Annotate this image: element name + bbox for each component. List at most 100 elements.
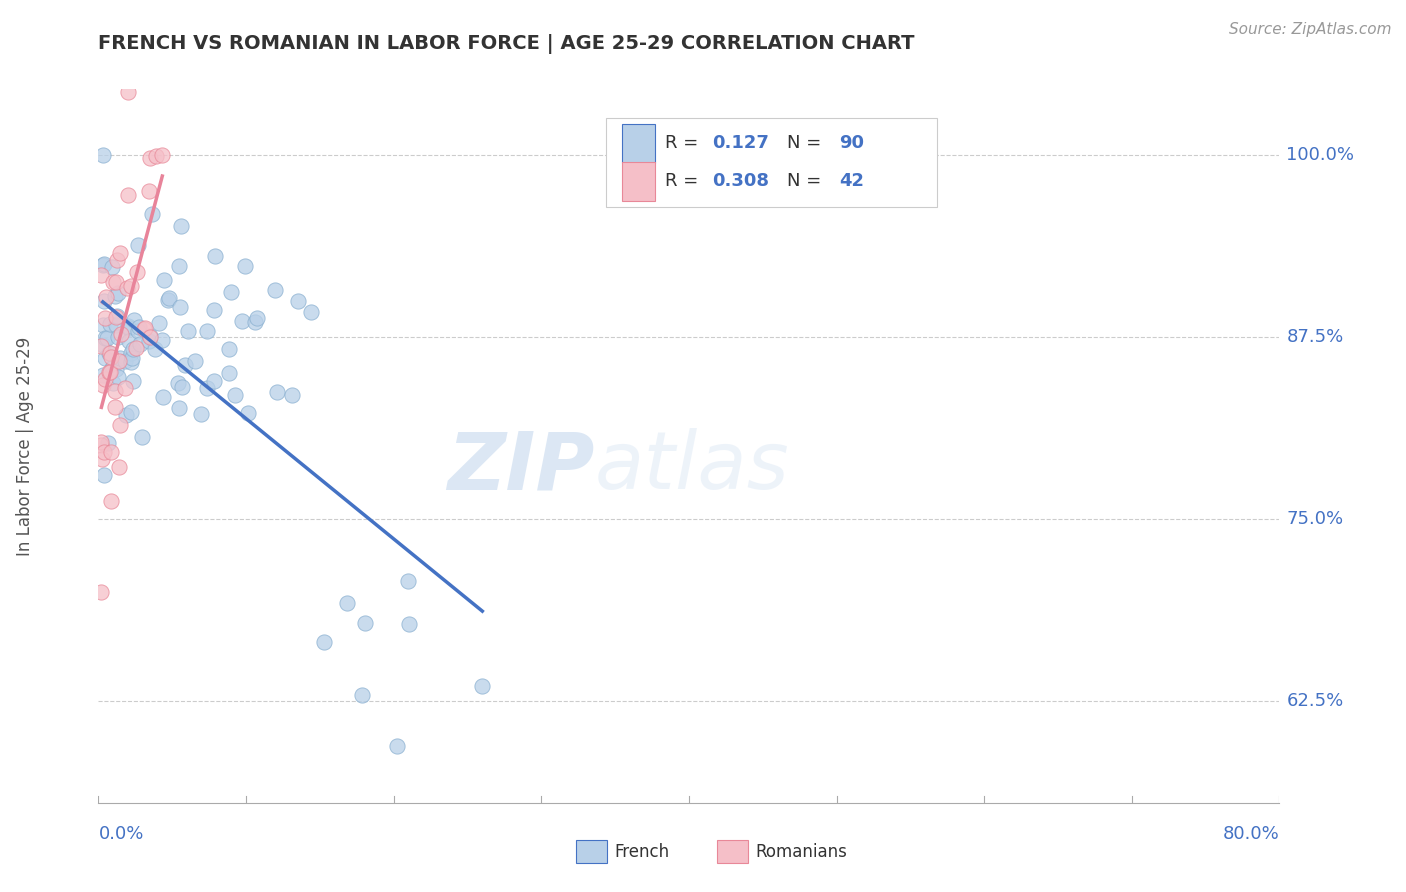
Point — [107, 370, 129, 384]
Point — [120, 345, 142, 359]
Point — [118, 320, 141, 334]
Point — [103, 376, 125, 390]
Point — [152, 390, 174, 404]
Point — [98, 365, 121, 379]
Point — [129, 336, 152, 351]
Point — [91, 378, 114, 392]
Text: 80.0%: 80.0% — [1223, 825, 1279, 843]
Point — [266, 384, 288, 399]
Point — [98, 317, 121, 331]
Point — [139, 151, 162, 165]
Point — [350, 688, 373, 702]
Point — [128, 320, 150, 334]
Point — [396, 574, 419, 588]
Point — [139, 329, 162, 343]
Point — [172, 380, 194, 394]
Point — [114, 354, 136, 368]
Point — [105, 310, 128, 325]
Text: 62.5%: 62.5% — [1286, 692, 1344, 710]
Point — [218, 343, 240, 357]
Point — [263, 283, 285, 297]
Point — [103, 360, 125, 375]
Point — [167, 259, 190, 273]
Point — [385, 739, 408, 753]
Point — [93, 372, 115, 386]
FancyBboxPatch shape — [606, 118, 936, 207]
Point — [224, 388, 246, 402]
Point — [170, 219, 193, 233]
Point — [96, 331, 118, 345]
Point — [134, 321, 156, 335]
Point — [100, 444, 122, 458]
Point — [108, 459, 131, 474]
Bar — [621, 161, 655, 201]
Point — [108, 418, 131, 433]
Point — [105, 309, 128, 323]
Point — [107, 285, 129, 300]
Text: 0.308: 0.308 — [713, 172, 769, 190]
Point — [107, 354, 129, 368]
Point — [107, 330, 129, 344]
Point — [138, 184, 160, 198]
Point — [122, 313, 145, 327]
Point — [93, 294, 115, 309]
Point — [114, 381, 136, 395]
Point — [90, 338, 112, 352]
Text: 75.0%: 75.0% — [1286, 510, 1344, 528]
Text: 87.5%: 87.5% — [1286, 327, 1344, 346]
Point — [97, 365, 120, 379]
Point — [236, 406, 259, 420]
Point — [125, 264, 148, 278]
Point — [314, 635, 336, 649]
Point — [127, 324, 149, 338]
Point — [471, 679, 494, 693]
Point — [398, 617, 420, 632]
Point — [115, 280, 138, 294]
Text: FRENCH VS ROMANIAN IN LABOR FORCE | AGE 25-29 CORRELATION CHART: FRENCH VS ROMANIAN IN LABOR FORCE | AGE … — [98, 34, 915, 54]
Point — [202, 374, 225, 388]
Point — [118, 334, 141, 348]
Point — [280, 388, 302, 402]
Point — [91, 147, 114, 161]
Point — [91, 368, 114, 383]
Point — [139, 330, 162, 344]
Point — [91, 258, 114, 272]
Text: 90: 90 — [839, 135, 863, 153]
Point — [100, 260, 122, 275]
Point — [120, 405, 142, 419]
Point — [195, 324, 218, 338]
Point — [169, 401, 191, 415]
Point — [93, 468, 115, 483]
Text: 0.127: 0.127 — [713, 135, 769, 153]
Point — [93, 444, 115, 458]
Text: ZIP: ZIP — [447, 428, 595, 507]
Point — [219, 285, 242, 299]
Point — [202, 303, 225, 318]
Point — [103, 384, 125, 399]
Point — [98, 346, 121, 360]
Text: R =: R = — [665, 172, 704, 190]
Point — [104, 288, 127, 302]
Point — [91, 318, 114, 332]
Point — [157, 291, 180, 305]
Point — [100, 350, 122, 364]
Point — [138, 334, 160, 348]
Point — [122, 374, 145, 388]
Point — [141, 207, 163, 221]
Point — [174, 358, 197, 372]
Point — [167, 376, 190, 390]
Point — [233, 259, 256, 273]
Point — [100, 493, 122, 508]
Point — [90, 434, 112, 449]
Text: In Labor Force | Age 25-29: In Labor Force | Age 25-29 — [17, 336, 34, 556]
Point — [108, 351, 131, 365]
Point — [143, 342, 166, 356]
Text: R =: R = — [665, 135, 704, 153]
Point — [336, 596, 359, 610]
Point — [104, 400, 127, 414]
Point — [105, 318, 128, 333]
Point — [231, 313, 253, 327]
Point — [90, 584, 112, 599]
Point — [127, 237, 149, 252]
Point — [299, 304, 322, 318]
